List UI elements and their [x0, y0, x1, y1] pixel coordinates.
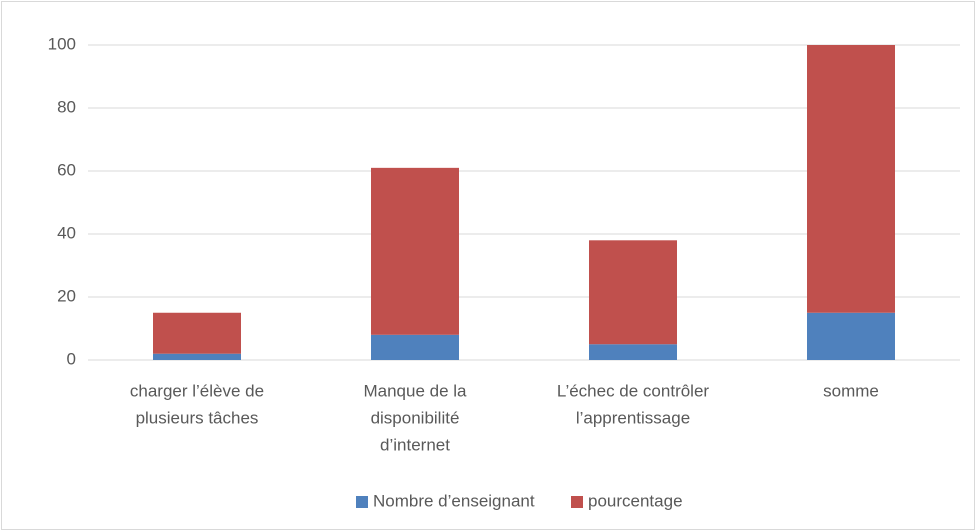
y-tick-label: 40	[57, 223, 76, 242]
legend-label: pourcentage	[588, 491, 683, 510]
x-tick-label: d’internet	[380, 435, 450, 454]
y-tick-label: 20	[57, 286, 76, 305]
bar-segment	[807, 45, 895, 313]
x-tick-label: charger l’élève de	[130, 381, 264, 400]
legend-swatch	[571, 496, 583, 508]
bar-segment	[371, 334, 459, 360]
x-tick-label: L’échec de contrôler	[557, 381, 709, 400]
y-tick-label: 100	[48, 34, 76, 53]
x-tick-label: somme	[823, 381, 879, 400]
y-tick-label: 80	[57, 97, 76, 116]
legend-label: Nombre d’enseignant	[373, 491, 535, 510]
bar-segment	[807, 312, 895, 360]
x-tick-label: l’apprentissage	[576, 408, 690, 427]
bar-segment	[153, 353, 241, 360]
bar-segment	[589, 344, 677, 360]
y-tick-label: 0	[67, 349, 76, 368]
bar-segment	[153, 312, 241, 354]
y-tick-label: 60	[57, 160, 76, 179]
bar-segment	[371, 167, 459, 335]
legend-swatch	[356, 496, 368, 508]
x-tick-label: plusieurs tâches	[136, 408, 259, 427]
bar-segment	[589, 240, 677, 345]
x-tick-label: disponibilité	[371, 408, 460, 427]
x-tick-label: Manque de la	[363, 381, 467, 400]
